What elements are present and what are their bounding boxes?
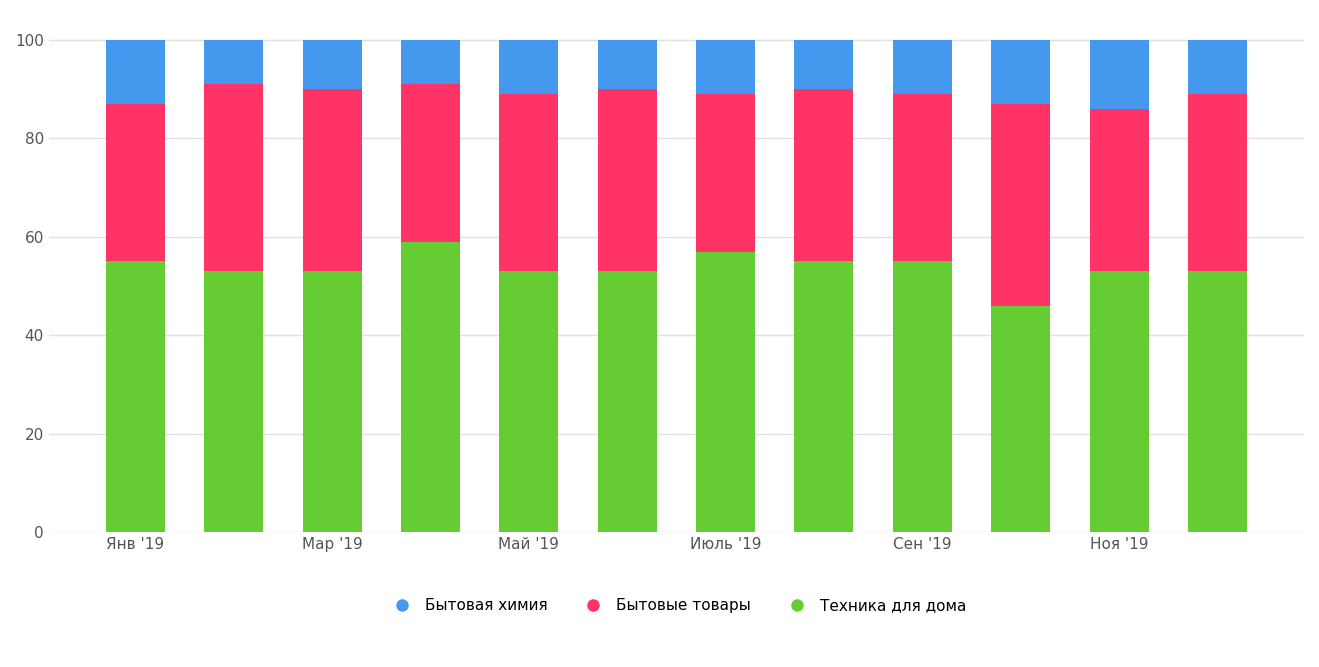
Bar	[794, 39, 853, 89]
Bar	[991, 39, 1050, 103]
Bar	[204, 84, 264, 271]
Bar	[1089, 39, 1149, 109]
Bar	[598, 89, 657, 271]
Bar	[500, 94, 558, 271]
Bar	[696, 94, 754, 251]
Bar	[401, 84, 460, 241]
Bar	[991, 305, 1050, 532]
Bar	[1188, 39, 1246, 94]
Bar	[794, 261, 853, 532]
Bar	[794, 89, 853, 261]
Bar	[500, 271, 558, 532]
Bar	[696, 39, 754, 94]
Bar	[500, 39, 558, 94]
Bar	[204, 271, 264, 532]
Bar	[401, 39, 460, 84]
Bar	[598, 271, 657, 532]
Bar	[1188, 94, 1246, 271]
Bar	[598, 39, 657, 89]
Bar	[106, 103, 165, 261]
Legend: Бытовая химия, Бытовые товары, Техника для дома: Бытовая химия, Бытовые товары, Техника д…	[381, 592, 972, 619]
Bar	[893, 94, 952, 261]
Bar	[302, 89, 361, 271]
Bar	[1089, 271, 1149, 532]
Bar	[893, 39, 952, 94]
Bar	[302, 39, 361, 89]
Bar	[106, 261, 165, 532]
Bar	[893, 261, 952, 532]
Bar	[106, 39, 165, 103]
Bar	[1188, 271, 1246, 532]
Bar	[1089, 109, 1149, 271]
Bar	[696, 251, 754, 532]
Bar	[991, 103, 1050, 305]
Bar	[302, 271, 361, 532]
Bar	[204, 39, 264, 84]
Bar	[401, 241, 460, 532]
